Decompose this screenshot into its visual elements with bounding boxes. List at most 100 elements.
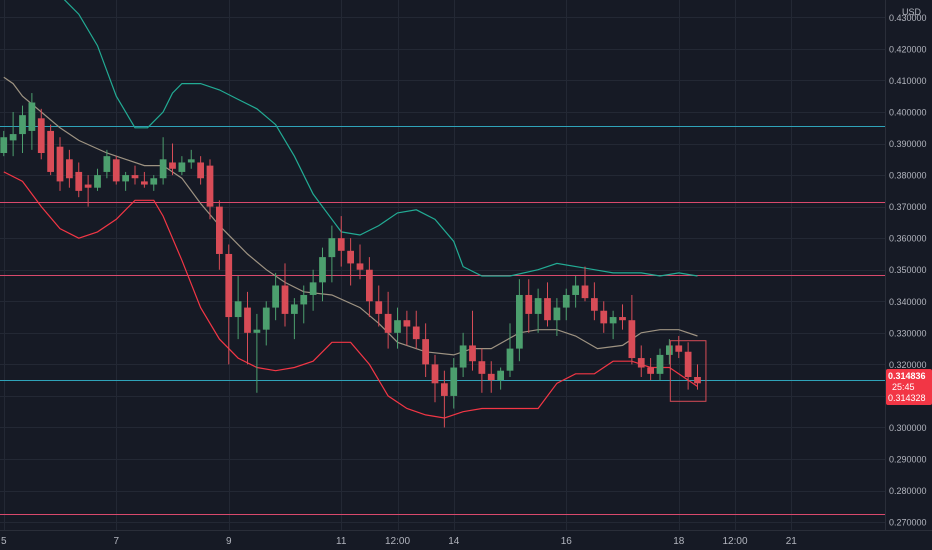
- candle-body: [150, 178, 158, 185]
- candle: [581, 266, 589, 302]
- candle: [197, 156, 204, 185]
- candle: [675, 335, 683, 359]
- candle: [628, 294, 636, 365]
- candle: [384, 291, 392, 349]
- price-tick-label: 0.430000: [889, 13, 927, 23]
- candle: [300, 285, 308, 324]
- bollinger-middle-line: [3, 76, 698, 356]
- price-axis[interactable]: 0.430000 0.420000 0.410000 0.400000 0.390000…: [889, 13, 927, 528]
- candle-body: [628, 320, 636, 359]
- bollinger-lower-line: [3, 171, 698, 419]
- candle-body: [9, 134, 17, 141]
- time-tick-label: 11: [336, 536, 347, 547]
- time-tick-label: 12:00: [722, 536, 747, 547]
- candle: [562, 288, 570, 321]
- candle: [534, 288, 542, 333]
- candle: [244, 291, 251, 365]
- candle: [431, 354, 439, 403]
- candle-body: [562, 294, 570, 308]
- candle-body: [422, 339, 429, 365]
- candle-body: [591, 298, 598, 311]
- candle: [272, 272, 279, 321]
- highlight-box[interactable]: [669, 340, 707, 402]
- candle: [647, 358, 654, 381]
- candle-body: [159, 159, 167, 179]
- highlight-rectangle[interactable]: [669, 340, 707, 402]
- time-axis[interactable]: 5 7 9 11 12:00 14 16 18 12:00 21: [1, 536, 797, 547]
- candle-body: [656, 354, 664, 374]
- price-tick-label: 0.380000: [889, 171, 927, 181]
- candle-body: [244, 307, 251, 333]
- candle: [66, 149, 73, 188]
- price-tick-label: 0.320000: [889, 360, 927, 370]
- time-tick-label: 21: [786, 536, 798, 547]
- candle-body: [394, 320, 401, 333]
- candle-body: [525, 294, 533, 314]
- price-tick-label: 0.300000: [889, 423, 927, 433]
- candle: [553, 298, 561, 336]
- candle: [150, 175, 158, 191]
- candle: [497, 367, 504, 390]
- time-tick-label: 5: [1, 536, 7, 547]
- candle-body: [375, 301, 383, 314]
- candle-body: [300, 294, 308, 305]
- last-price-value: 0.314836: [888, 371, 926, 381]
- candle-body: [534, 298, 542, 314]
- horizontal-levels[interactable]: [0, 126, 885, 515]
- last-price-countdown: 25:45: [892, 382, 915, 392]
- candle-body: [56, 146, 64, 182]
- candle-body: [309, 282, 317, 295]
- candle-body: [366, 269, 373, 302]
- price-tick-label: 0.330000: [889, 328, 927, 338]
- candle: [253, 313, 261, 393]
- candle-body: [281, 285, 289, 314]
- candle: [206, 159, 214, 220]
- candle: [572, 276, 579, 308]
- candle-body: [75, 171, 83, 191]
- candle: [525, 279, 533, 333]
- candle-body: [0, 137, 8, 154]
- candle: [441, 370, 448, 428]
- candle: [459, 332, 467, 377]
- candle: [600, 301, 608, 333]
- price-tick-label: 0.400000: [889, 107, 927, 117]
- candle-body: [572, 285, 579, 295]
- candle: [234, 276, 242, 340]
- time-tick-label: 16: [561, 536, 573, 547]
- candle-body: [272, 285, 279, 308]
- time-tick-label: 9: [226, 536, 232, 547]
- candle-body: [347, 250, 354, 264]
- candle: [178, 156, 186, 176]
- candle-body: [600, 310, 608, 324]
- candle: [169, 143, 176, 176]
- candle-body: [234, 301, 242, 318]
- candle-body: [609, 317, 617, 324]
- last-price-tag: 0.314836 25:45 0.314328: [886, 369, 932, 405]
- candle-body: [141, 181, 148, 185]
- candle: [19, 105, 26, 154]
- price-tick-label: 0.350000: [889, 265, 927, 275]
- candle: [469, 310, 476, 371]
- candle: [516, 279, 523, 362]
- candle: [84, 175, 92, 207]
- candle: [75, 162, 83, 198]
- candle: [216, 200, 223, 270]
- candle-body: [262, 307, 270, 330]
- candle-body: [675, 345, 683, 352]
- time-tick-label: 7: [113, 536, 119, 547]
- candle-body: [412, 326, 420, 340]
- candle-body: [506, 348, 514, 371]
- grid: [0, 0, 885, 530]
- candle-body: [112, 159, 120, 182]
- candle: [37, 108, 45, 160]
- price-tick-label: 0.290000: [889, 455, 927, 465]
- candle-body: [84, 184, 92, 188]
- candle-body: [450, 367, 458, 396]
- candle-body: [37, 118, 45, 154]
- candle-body: [206, 165, 214, 207]
- candle: [478, 348, 486, 393]
- price-tick-label: 0.360000: [889, 234, 927, 244]
- price-tick-label: 0.420000: [889, 44, 927, 54]
- candle: [422, 323, 429, 377]
